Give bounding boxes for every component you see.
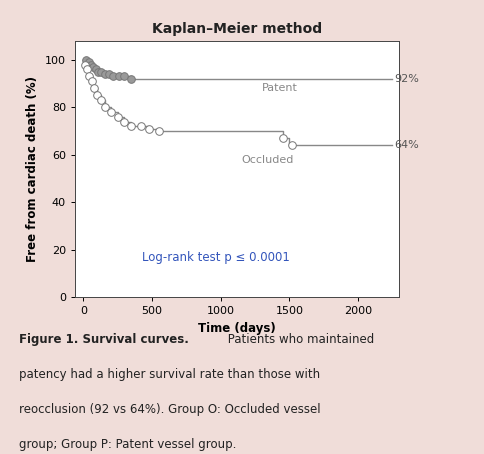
Text: Log-rank test p ≤ 0.0001: Log-rank test p ≤ 0.0001 — [142, 251, 290, 264]
X-axis label: Time (days): Time (days) — [198, 322, 276, 335]
Text: Figure 1. Survival curves.: Figure 1. Survival curves. — [19, 333, 189, 346]
Text: 64%: 64% — [394, 140, 419, 150]
Text: 92%: 92% — [394, 74, 419, 84]
Text: reocclusion (92 vs 64%). Group O: Occluded vessel: reocclusion (92 vs 64%). Group O: Occlud… — [19, 403, 321, 416]
Title: Kaplan–Meier method: Kaplan–Meier method — [152, 21, 322, 35]
Text: Patients who maintained: Patients who maintained — [224, 333, 374, 346]
Text: group; Group P: Patent vessel group.: group; Group P: Patent vessel group. — [19, 438, 237, 451]
Y-axis label: Free from cardiac death (%): Free from cardiac death (%) — [27, 76, 39, 262]
Text: Occluded: Occluded — [242, 155, 294, 165]
Text: Patent: Patent — [262, 84, 298, 94]
Text: patency had a higher survival rate than those with: patency had a higher survival rate than … — [19, 368, 320, 381]
